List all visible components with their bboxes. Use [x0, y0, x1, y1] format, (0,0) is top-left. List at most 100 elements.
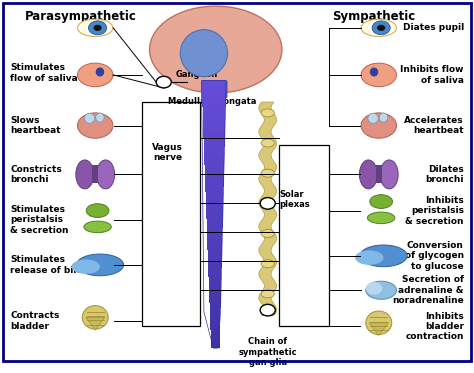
Circle shape: [93, 25, 101, 31]
Circle shape: [260, 304, 275, 316]
Bar: [210, 317, 220, 322]
Bar: [206, 214, 223, 219]
Text: Solar
plexas: Solar plexas: [280, 190, 310, 210]
Ellipse shape: [355, 250, 383, 265]
Bar: [209, 295, 221, 299]
Ellipse shape: [72, 260, 100, 274]
Bar: [209, 286, 221, 290]
Bar: [208, 254, 222, 259]
Ellipse shape: [361, 19, 397, 37]
Ellipse shape: [261, 229, 274, 238]
Bar: [204, 156, 224, 161]
Bar: [210, 330, 220, 335]
Bar: [203, 116, 225, 120]
Bar: [208, 263, 221, 268]
Bar: [207, 232, 222, 236]
Ellipse shape: [370, 68, 378, 76]
Bar: [209, 272, 221, 277]
Circle shape: [260, 198, 275, 209]
Ellipse shape: [261, 200, 274, 207]
Bar: [205, 179, 224, 183]
Bar: [203, 125, 225, 129]
Bar: [209, 281, 221, 286]
Bar: [206, 192, 223, 196]
Ellipse shape: [261, 109, 274, 117]
Polygon shape: [259, 102, 277, 316]
Ellipse shape: [380, 160, 398, 189]
Bar: [208, 245, 222, 250]
Bar: [204, 161, 224, 165]
Ellipse shape: [359, 160, 377, 189]
Bar: [203, 112, 225, 116]
Bar: [206, 201, 223, 205]
Text: Vagus
nerve: Vagus nerve: [152, 143, 183, 162]
Bar: [211, 344, 219, 348]
Bar: [203, 129, 225, 134]
Bar: [202, 94, 226, 98]
Bar: [205, 165, 224, 170]
Text: Stimulates
flow of saliva: Stimulates flow of saliva: [10, 63, 78, 83]
Ellipse shape: [96, 113, 104, 122]
Bar: [208, 259, 222, 263]
Bar: [202, 89, 226, 94]
Bar: [210, 304, 220, 308]
Text: Stimulates
release of bile: Stimulates release of bile: [10, 255, 83, 275]
FancyBboxPatch shape: [201, 80, 228, 98]
Bar: [210, 308, 220, 313]
Text: Conversion
of glycogen
to glucose: Conversion of glycogen to glucose: [405, 241, 464, 271]
Bar: [206, 205, 223, 210]
Ellipse shape: [76, 254, 124, 276]
Bar: [204, 143, 225, 147]
Circle shape: [156, 76, 171, 88]
Bar: [201, 80, 226, 85]
Polygon shape: [369, 323, 388, 335]
Polygon shape: [86, 317, 105, 330]
Bar: [210, 326, 220, 330]
Ellipse shape: [96, 68, 104, 76]
Bar: [207, 236, 222, 241]
Bar: [207, 219, 223, 223]
Text: Accelerates
heartbeat: Accelerates heartbeat: [404, 116, 464, 135]
Bar: [92, 165, 98, 184]
Ellipse shape: [82, 305, 108, 329]
Ellipse shape: [261, 260, 274, 268]
Bar: [376, 165, 382, 184]
Bar: [204, 152, 224, 156]
Bar: [210, 322, 220, 326]
Ellipse shape: [366, 282, 383, 295]
Bar: [205, 183, 224, 188]
Bar: [203, 120, 225, 125]
Ellipse shape: [86, 204, 109, 217]
Bar: [207, 241, 222, 245]
Bar: [202, 103, 226, 107]
Ellipse shape: [76, 160, 94, 189]
Bar: [210, 299, 220, 304]
Bar: [210, 335, 220, 339]
Text: Inhibits
peristalsis
& secretion: Inhibits peristalsis & secretion: [405, 196, 464, 226]
Ellipse shape: [77, 19, 113, 37]
Text: Slows
heartbeat: Slows heartbeat: [10, 116, 61, 135]
Text: Inhibits
bladder
contraction: Inhibits bladder contraction: [405, 311, 464, 341]
Ellipse shape: [180, 29, 228, 77]
Bar: [204, 147, 225, 152]
Bar: [279, 145, 329, 326]
Ellipse shape: [261, 169, 274, 177]
Ellipse shape: [150, 6, 282, 93]
Bar: [202, 85, 226, 89]
Text: Parasympathetic: Parasympathetic: [25, 10, 137, 23]
Text: Medulla oblongata: Medulla oblongata: [168, 97, 257, 106]
Ellipse shape: [360, 245, 407, 267]
Ellipse shape: [77, 113, 113, 138]
Ellipse shape: [261, 139, 274, 147]
Text: Diates pupil: Diates pupil: [402, 23, 464, 32]
Circle shape: [377, 25, 385, 31]
Bar: [203, 134, 225, 138]
Bar: [205, 174, 224, 179]
Text: Ganglion: Ganglion: [175, 69, 218, 78]
Bar: [208, 268, 221, 272]
Bar: [210, 313, 220, 317]
Ellipse shape: [367, 212, 395, 224]
Bar: [211, 339, 219, 344]
Bar: [202, 107, 226, 112]
Bar: [209, 290, 221, 295]
